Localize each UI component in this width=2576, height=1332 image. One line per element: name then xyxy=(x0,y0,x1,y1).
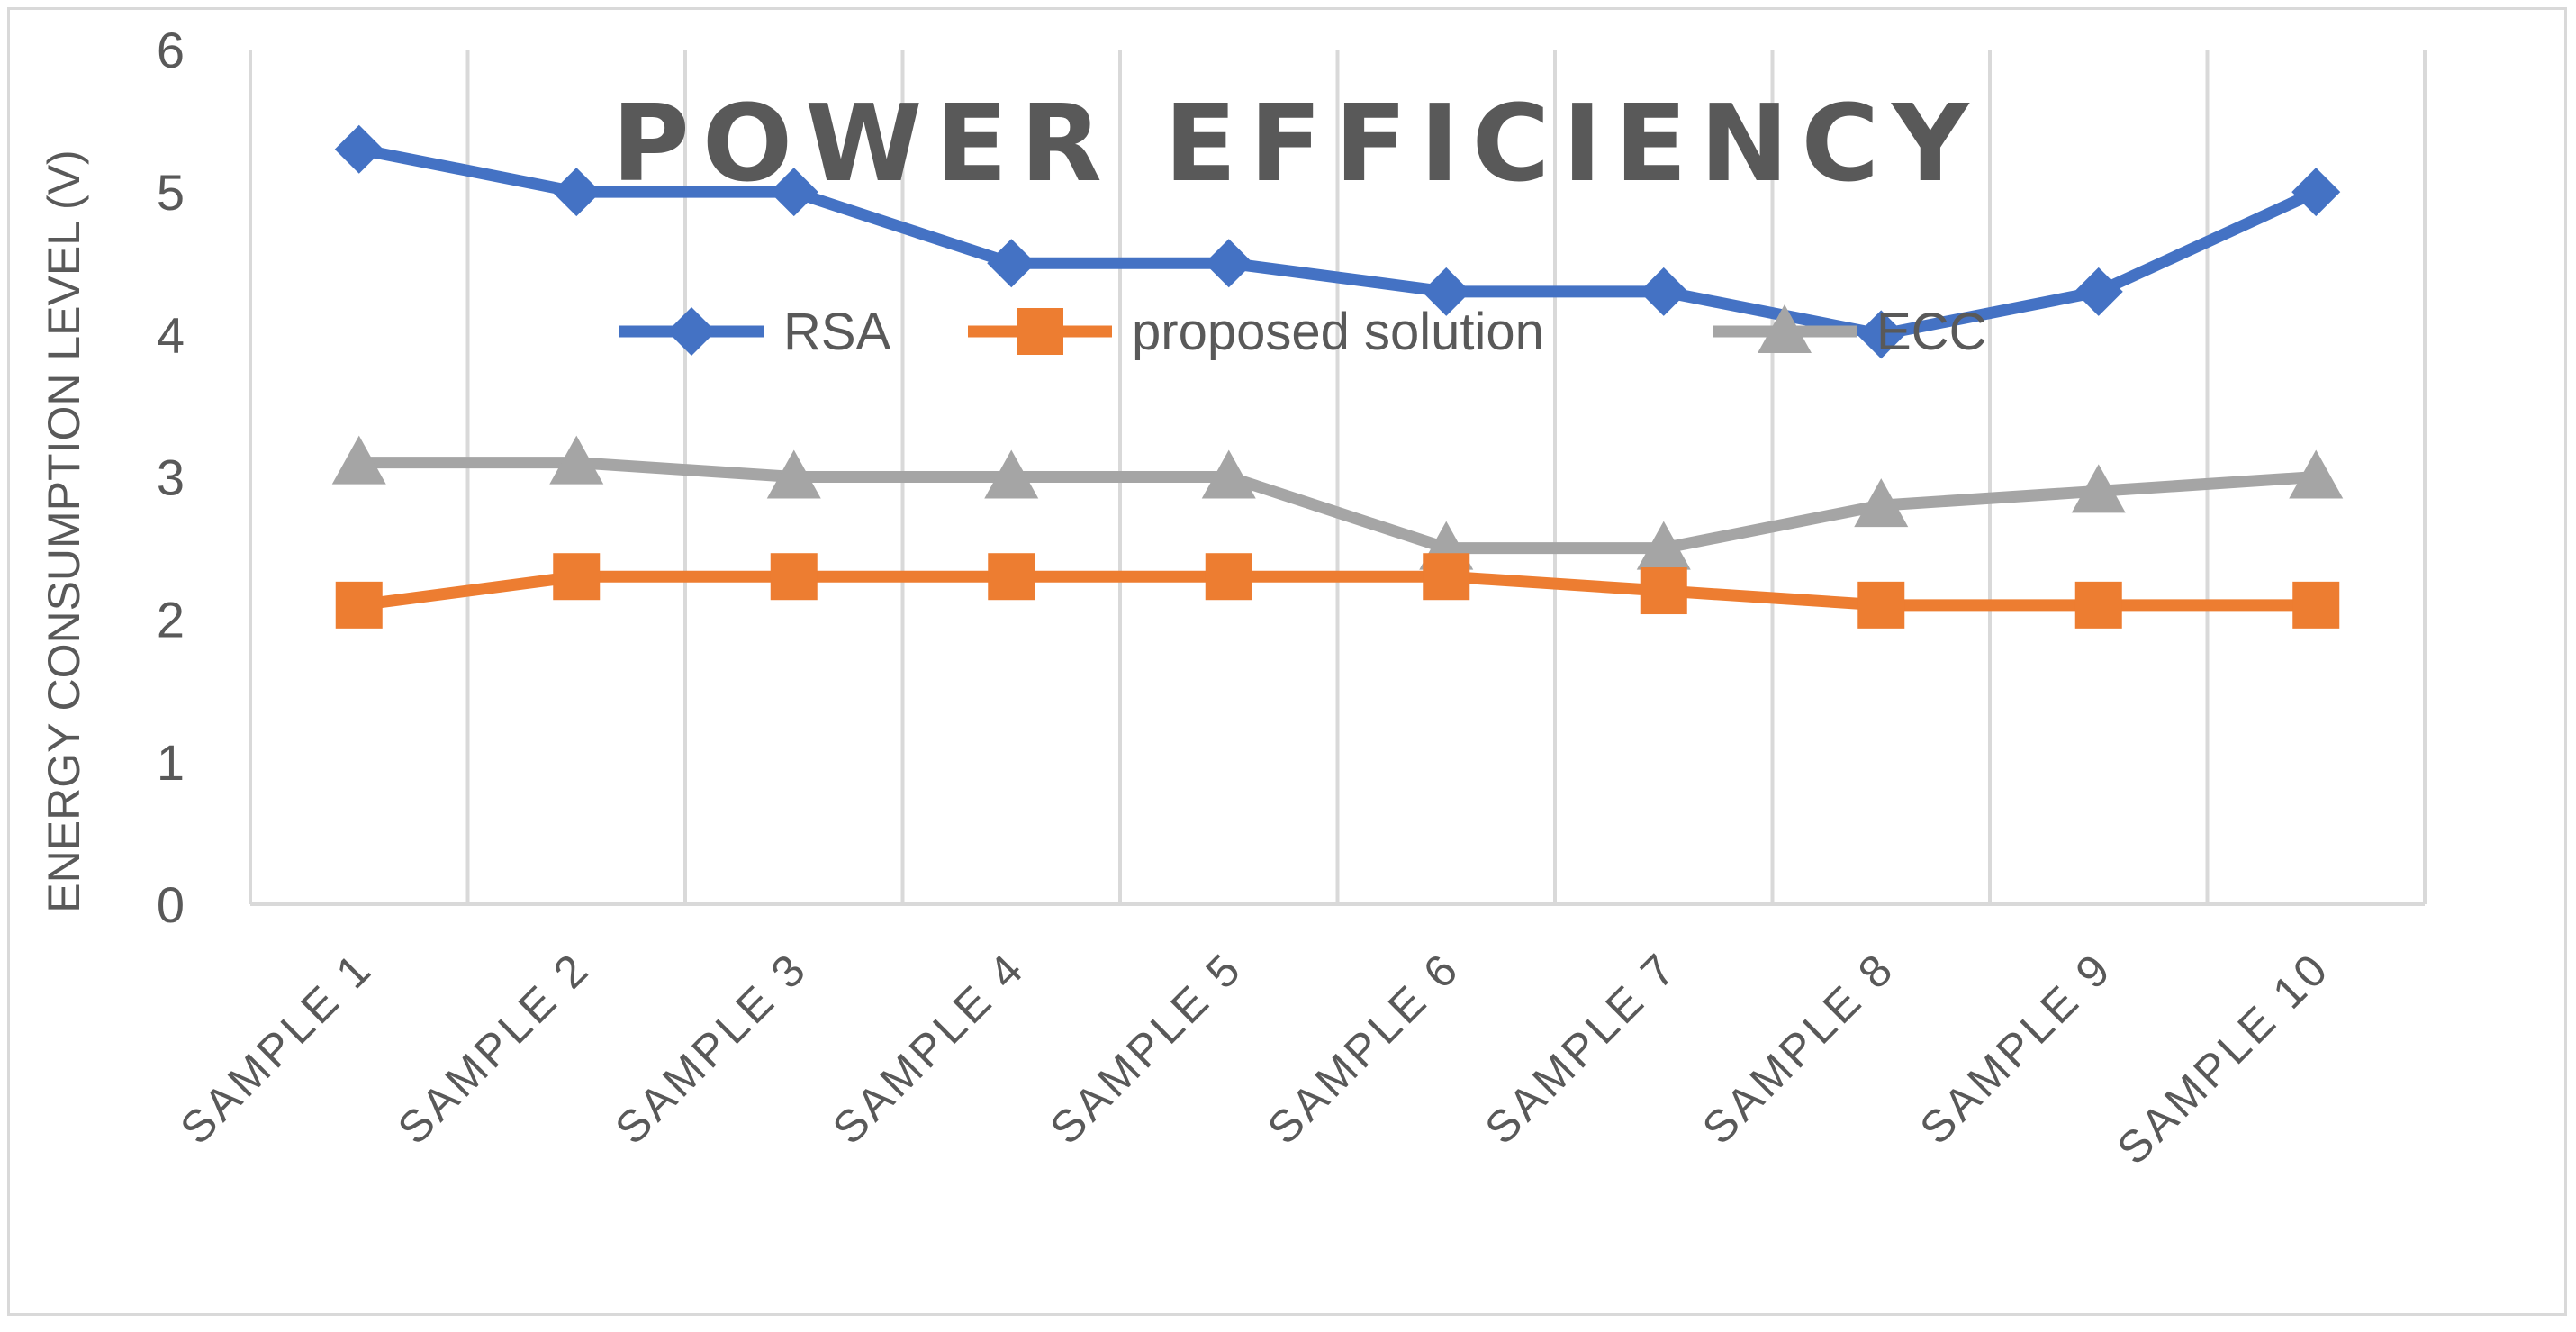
data-point-rsa xyxy=(1422,267,1471,316)
series-line-rsa xyxy=(357,143,2318,340)
data-point-rsa xyxy=(987,239,1036,288)
y-tick-labels: 0 1 2 3 4 5 6 xyxy=(157,22,185,933)
legend-marker xyxy=(667,307,716,356)
data-point-proposed-solution xyxy=(2292,581,2340,629)
series-line-proposed-solution xyxy=(357,570,2317,612)
x-tick-label: SAMPLE 7 xyxy=(1475,942,1686,1154)
y-tick-label: 4 xyxy=(157,306,185,363)
legend-marker xyxy=(1758,304,1812,353)
x-tick-labels: SAMPLE 1 SAMPLE 2 SAMPLE 3 SAMPLE 4 SAMPLE 5… xyxy=(170,942,2339,1174)
data-point-proposed-solution xyxy=(553,553,601,601)
legend-label: proposed solution xyxy=(1132,303,1544,361)
data-point-ecc xyxy=(1201,449,1256,499)
data-point-proposed-solution xyxy=(1640,567,1687,615)
series-group xyxy=(331,124,2344,629)
x-tick-label: SAMPLE 1 xyxy=(170,942,382,1154)
y-axis-label: ENERGY CONSUMPTION LEVEL (V) xyxy=(39,150,89,912)
x-tick-label: SAMPLE 2 xyxy=(388,942,600,1154)
legend: RSA proposed solution ECC xyxy=(619,303,1986,361)
x-tick-label: SAMPLE 9 xyxy=(1910,942,2121,1154)
data-point-ecc xyxy=(549,435,604,485)
x-tick-label: SAMPLE 3 xyxy=(605,942,817,1154)
data-point-proposed-solution xyxy=(335,581,383,629)
y-tick-label: 1 xyxy=(157,734,185,791)
gridlines xyxy=(249,50,2427,904)
legend-marker xyxy=(1017,308,1063,355)
data-point-rsa xyxy=(1857,310,1906,359)
data-point-ecc xyxy=(766,449,821,499)
y-tick-label: 3 xyxy=(157,449,185,506)
data-point-ecc xyxy=(2071,464,2126,513)
data-point-rsa xyxy=(1639,267,1688,316)
data-point-ecc xyxy=(1854,478,1909,528)
legend-label: ECC xyxy=(1876,303,1986,361)
data-point-rsa xyxy=(334,124,384,174)
legend-item-proposed-solution: proposed solution xyxy=(968,303,1544,361)
y-tick-label: 5 xyxy=(157,164,185,221)
series-rsa xyxy=(334,124,2341,359)
legend-item-ecc: ECC xyxy=(1713,303,1986,361)
x-tick-label: SAMPLE 8 xyxy=(1693,942,1904,1154)
data-point-proposed-solution xyxy=(770,553,818,601)
x-tick-label: SAMPLE 5 xyxy=(1040,942,1252,1154)
data-point-ecc xyxy=(331,435,386,485)
data-point-proposed-solution xyxy=(1423,553,1470,601)
legend-item-rsa: RSA xyxy=(619,303,891,361)
x-tick-label: SAMPLE 6 xyxy=(1258,942,1469,1154)
chart-frame xyxy=(7,7,2567,1316)
y-tick-label: 6 xyxy=(157,22,185,78)
data-point-rsa xyxy=(2291,168,2341,217)
data-point-ecc xyxy=(1636,521,1691,570)
data-point-proposed-solution xyxy=(2074,581,2122,629)
chart-title: POWER EFFICIENCY xyxy=(611,81,1981,205)
y-tick-label: 2 xyxy=(157,592,185,648)
series-line-ecc xyxy=(358,457,2317,555)
legend-label: RSA xyxy=(783,303,891,361)
data-point-ecc xyxy=(2289,449,2344,499)
series-proposed-solution xyxy=(335,553,2340,629)
data-point-rsa xyxy=(769,168,818,217)
data-point-rsa xyxy=(2074,267,2123,316)
data-point-proposed-solution xyxy=(1205,553,1252,601)
x-tick-label: SAMPLE 10 xyxy=(2107,942,2339,1174)
data-point-proposed-solution xyxy=(988,553,1035,601)
data-point-rsa xyxy=(1204,239,1253,288)
data-point-ecc xyxy=(984,449,1039,499)
data-point-proposed-solution xyxy=(1857,581,1905,629)
x-tick-label: SAMPLE 4 xyxy=(823,942,1035,1154)
y-tick-label: 0 xyxy=(157,876,185,933)
data-point-rsa xyxy=(552,168,601,217)
